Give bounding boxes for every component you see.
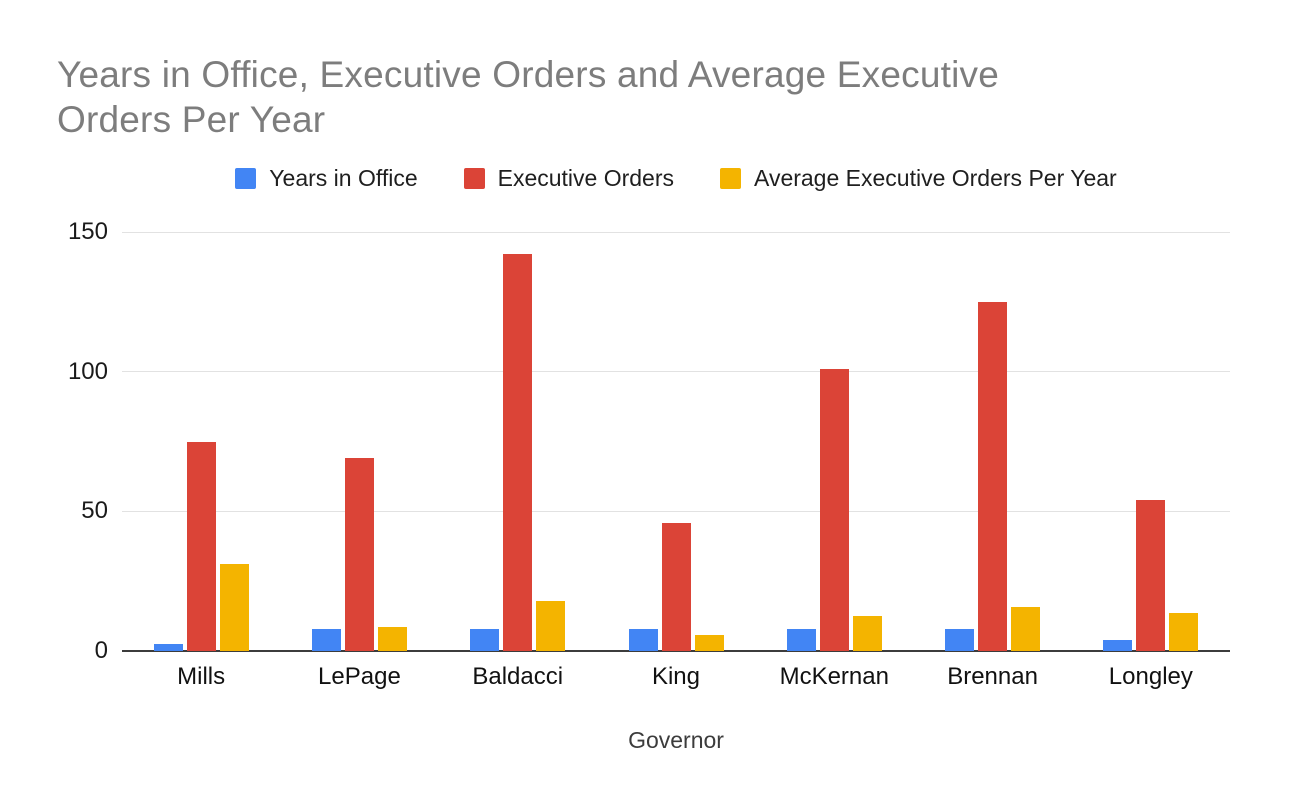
bar-average-executive-orders-per-year — [1011, 607, 1041, 651]
bar-executive-orders — [1136, 500, 1166, 651]
bar-group — [945, 301, 1041, 651]
bar-average-executive-orders-per-year — [852, 615, 882, 651]
gridline — [122, 231, 1230, 233]
bar-years-in-office — [945, 628, 975, 651]
bar-executive-orders — [186, 441, 216, 651]
bar-years-in-office — [311, 628, 341, 651]
bar-executive-orders — [661, 522, 691, 651]
bar-group — [1103, 500, 1199, 651]
bar-executive-orders — [819, 368, 849, 651]
chart-title: Years in Office, Executive Orders and Av… — [57, 54, 999, 141]
legend-label: Years in Office — [269, 164, 418, 191]
bar-group — [786, 368, 882, 651]
legend: Years in Office Executive Orders Average E… — [122, 164, 1230, 192]
x-axis-category-label: Brennan — [947, 663, 1038, 690]
bar-years-in-office — [628, 628, 658, 651]
bar-average-executive-orders-per-year — [1169, 613, 1199, 651]
legend-label: Average Executive Orders Per Year — [754, 164, 1117, 191]
bar-average-executive-orders-per-year — [219, 564, 249, 651]
bar-average-executive-orders-per-year — [694, 634, 724, 651]
bar-group — [628, 522, 724, 651]
x-axis-category-label: McKernan — [779, 663, 889, 690]
legend-label: Executive Orders — [497, 164, 675, 191]
y-axis-tick-label: 100 — [67, 357, 108, 385]
bar-executive-orders — [978, 301, 1008, 651]
gridline — [122, 371, 1230, 373]
legend-swatch — [235, 167, 257, 189]
bar-group — [153, 441, 249, 651]
x-axis-category-label: Baldacci — [472, 663, 564, 690]
y-axis-tick-label: 150 — [67, 218, 108, 245]
legend-swatch — [720, 167, 742, 189]
bar-executive-orders — [344, 458, 374, 651]
bar-years-in-office — [153, 644, 183, 651]
bar-average-executive-orders-per-year — [377, 626, 407, 651]
bar-executive-orders — [503, 254, 533, 651]
y-axis-tick-label: 0 — [94, 637, 108, 664]
plot-area: 0 50 100 150 Mills LePage Baldacci King McKernan… — [68, 218, 1230, 690]
bar-years-in-office — [470, 628, 500, 651]
x-axis-line — [122, 650, 1230, 652]
x-axis-title: Governor — [628, 727, 724, 753]
x-axis-category-label: King — [651, 663, 700, 690]
bar-years-in-office — [1103, 639, 1133, 651]
legend-item: Average Executive Orders Per Year — [720, 165, 1117, 192]
x-axis-category-label: LePage — [318, 663, 401, 690]
y-axis-tick-label: 50 — [81, 497, 108, 525]
bar-group — [470, 254, 566, 651]
x-axis-category-label: Longley — [1108, 663, 1193, 690]
bar-group — [311, 458, 407, 651]
x-axis-category-label: Mills — [177, 663, 226, 690]
bar-years-in-office — [786, 628, 816, 651]
gridline — [122, 510, 1230, 512]
legend-item: Years in Office — [235, 164, 418, 192]
bar-average-executive-orders-per-year — [536, 601, 566, 651]
legend-item: Executive Orders — [463, 164, 675, 192]
legend-swatch — [463, 167, 485, 189]
